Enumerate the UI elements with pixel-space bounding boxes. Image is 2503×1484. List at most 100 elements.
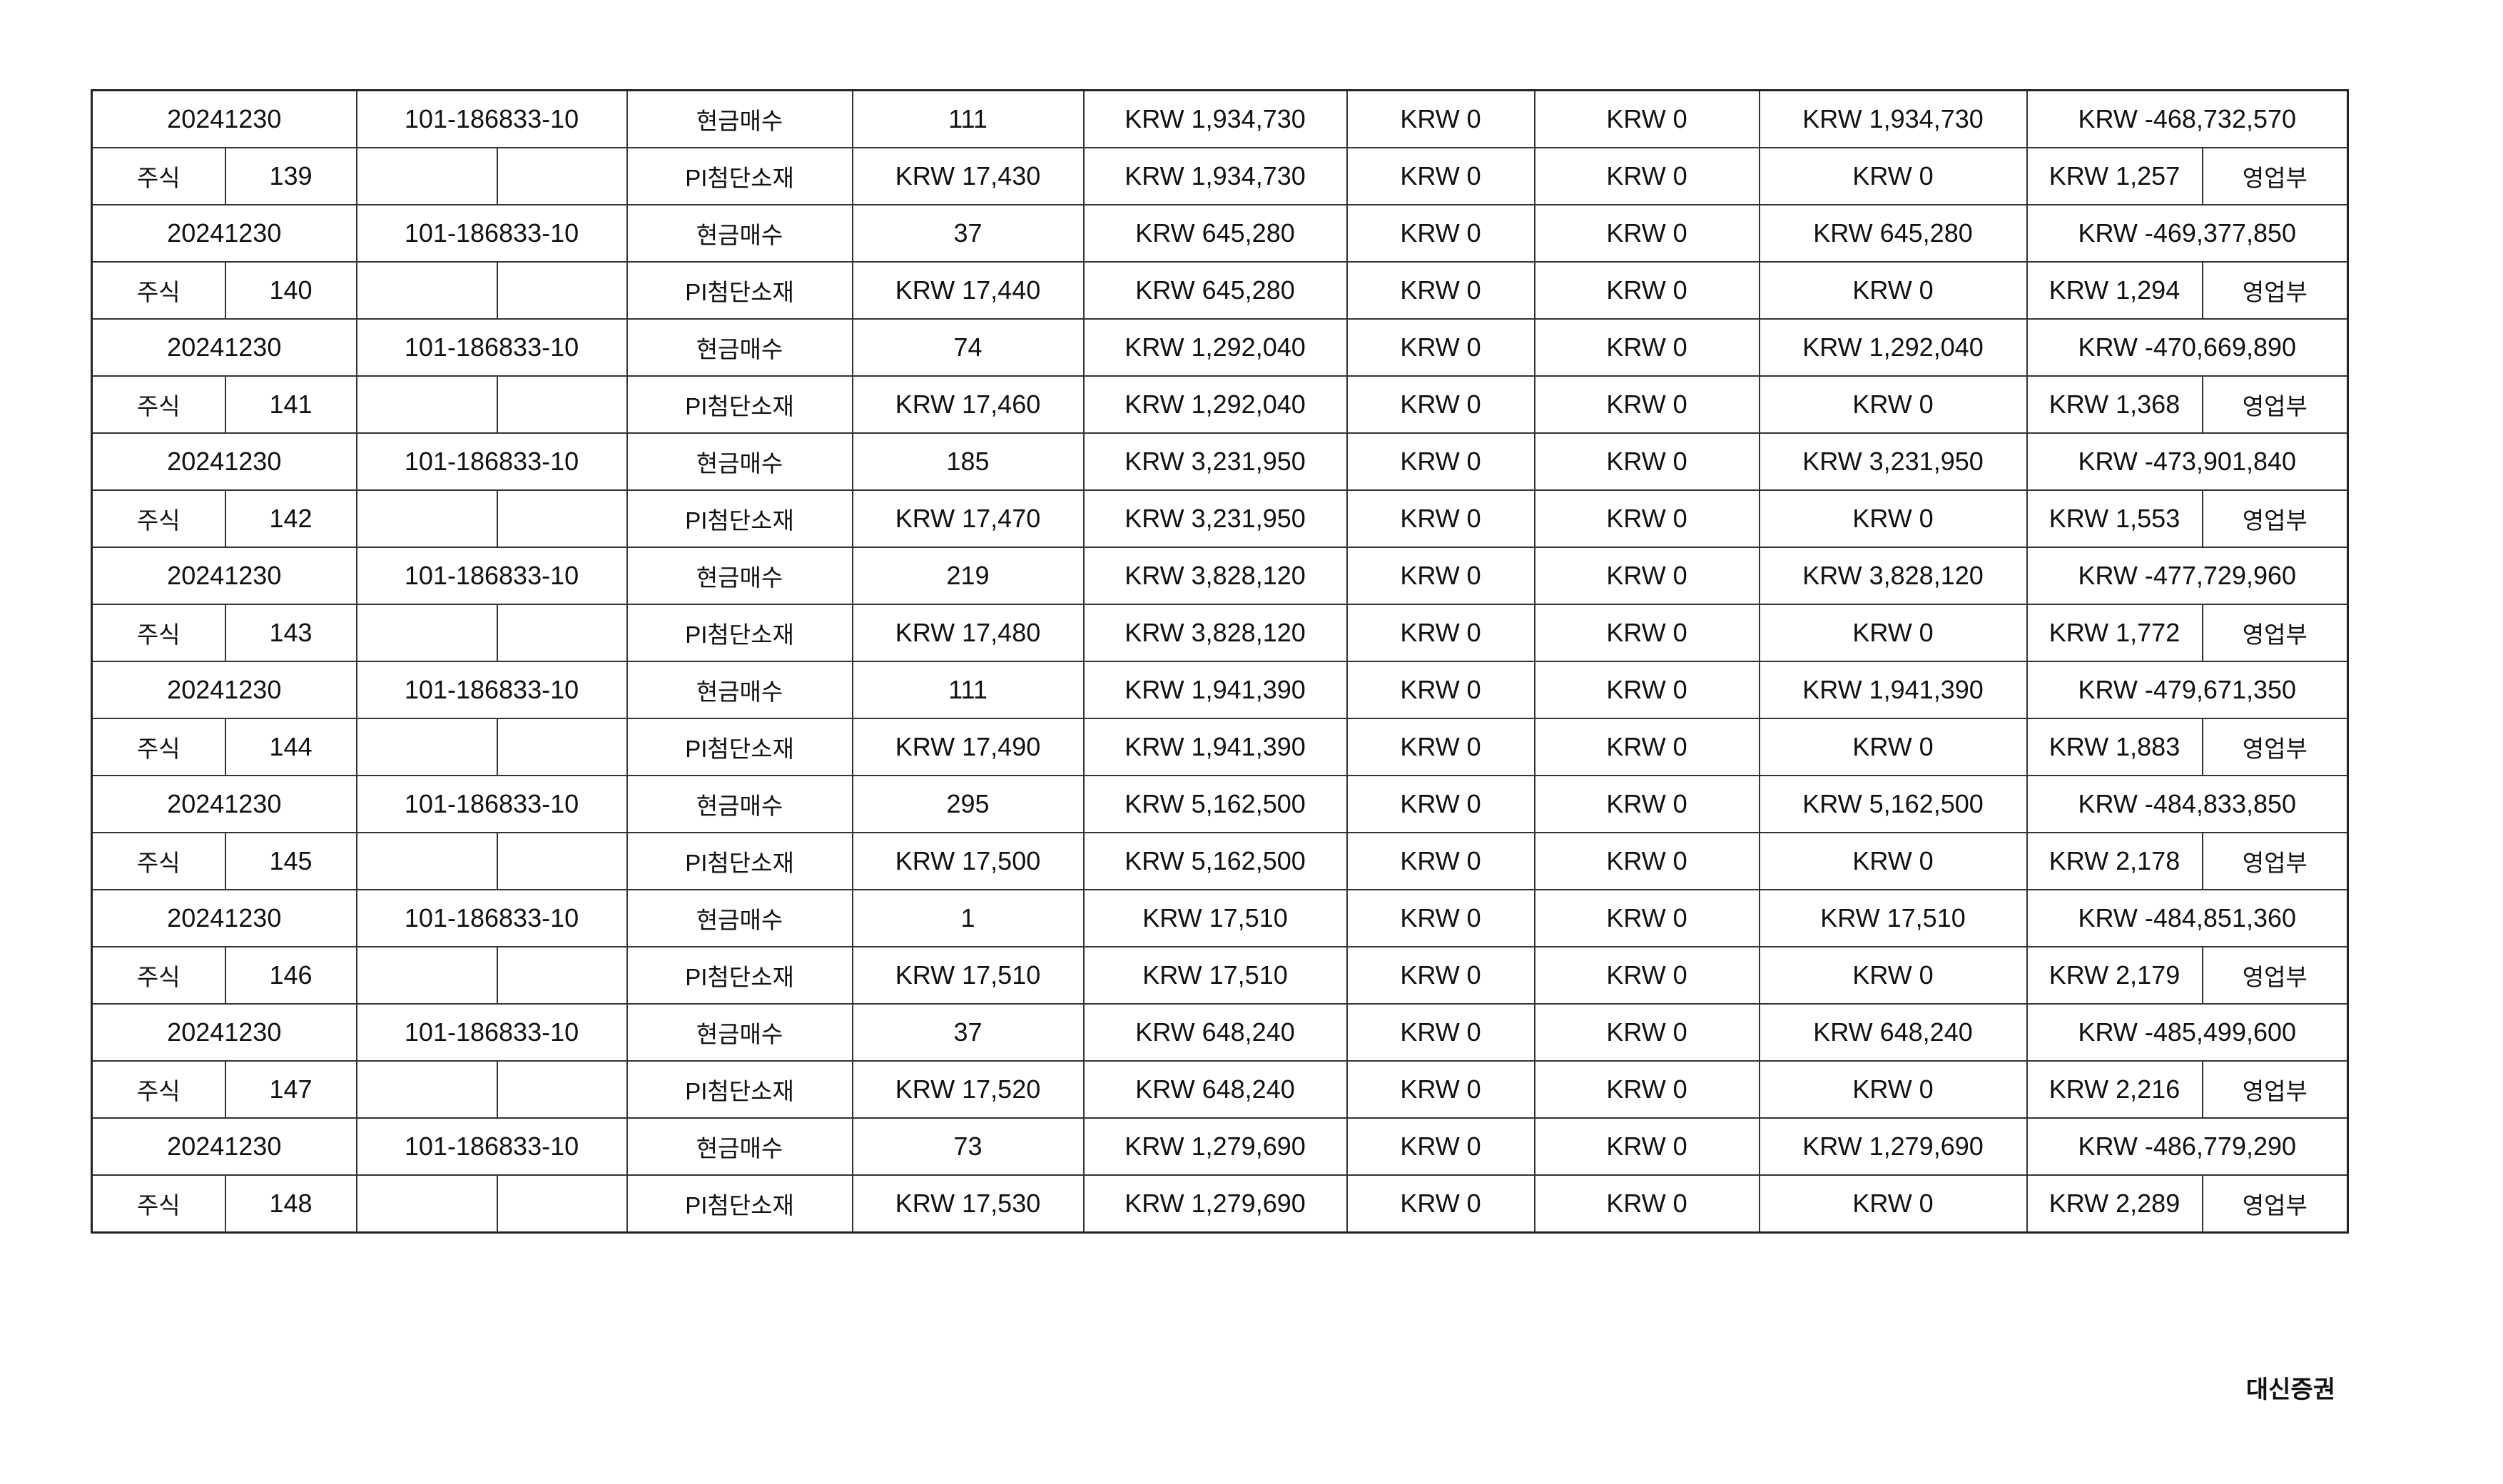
settlement-amount: KRW 1,292,040 bbox=[1758, 318, 2028, 377]
transaction-table: 20241230 101-186833-10 현금매수 111 KRW 1,934,73… bbox=[91, 89, 2350, 1234]
settlement-amount: KRW 648,240 bbox=[1758, 1003, 2028, 1062]
empty-cell bbox=[496, 1174, 628, 1234]
trade-amount: KRW 3,828,120 bbox=[1082, 604, 1348, 662]
empty-cell bbox=[355, 1060, 498, 1119]
amount-field: KRW 0 bbox=[1346, 1174, 1535, 1234]
quantity: 1 bbox=[851, 889, 1085, 947]
asset-category: 주식 bbox=[91, 147, 226, 205]
empty-cell bbox=[355, 261, 498, 320]
balance: KRW -468,732,570 bbox=[2026, 89, 2349, 148]
empty-cell bbox=[496, 1060, 628, 1119]
amount-field: KRW 0 bbox=[1758, 261, 2028, 320]
amount-field: KRW 0 bbox=[1758, 604, 2028, 662]
sequence-number: 141 bbox=[224, 375, 357, 434]
branch: 영업부 bbox=[2201, 147, 2349, 205]
balance: KRW -477,729,960 bbox=[2026, 547, 2349, 605]
amount-field: KRW 0 bbox=[1533, 489, 1760, 548]
sequence-number: 142 bbox=[224, 489, 357, 548]
asset-category: 주식 bbox=[91, 946, 226, 1005]
stock-name: PI첨단소재 bbox=[626, 489, 853, 548]
record-row-main: 20241230 101-186833-10 현금매수 37 KRW 645,280 KR… bbox=[91, 204, 2349, 263]
amount-field: KRW 0 bbox=[1346, 375, 1535, 434]
unit-price: KRW 17,440 bbox=[851, 261, 1085, 320]
branch: 영업부 bbox=[2201, 832, 2349, 890]
branch: 영업부 bbox=[2201, 261, 2349, 320]
trade-type: 현금매수 bbox=[626, 89, 853, 148]
sequence-number: 144 bbox=[224, 718, 357, 776]
branch: 영업부 bbox=[2201, 489, 2349, 548]
amount-field: KRW 0 bbox=[1758, 489, 2028, 548]
company-footer: 대신증권 bbox=[2245, 1376, 2335, 1403]
fee: KRW 1,257 bbox=[2026, 147, 2203, 205]
unit-price: KRW 17,530 bbox=[851, 1174, 1085, 1234]
empty-cell bbox=[496, 261, 628, 320]
balance: KRW -469,377,850 bbox=[2026, 204, 2349, 263]
amount-field: KRW 0 bbox=[1346, 718, 1535, 776]
sequence-number: 145 bbox=[224, 832, 357, 890]
amount-field: KRW 0 bbox=[1533, 432, 1760, 491]
trade-type: 현금매수 bbox=[626, 1003, 853, 1062]
amount-field: KRW 0 bbox=[1758, 718, 2028, 776]
balance: KRW -484,851,360 bbox=[2026, 889, 2349, 947]
trade-type: 현금매수 bbox=[626, 775, 853, 833]
amount-field: KRW 0 bbox=[1533, 775, 1760, 833]
amount-field: KRW 0 bbox=[1533, 718, 1760, 776]
account-number: 101-186833-10 bbox=[355, 318, 628, 377]
trade-amount: KRW 648,240 bbox=[1082, 1060, 1348, 1119]
trade-date: 20241230 bbox=[91, 775, 357, 833]
amount-field: KRW 0 bbox=[1346, 661, 1535, 719]
amount-field: KRW 0 bbox=[1346, 547, 1535, 605]
amount-field: KRW 0 bbox=[1533, 261, 1760, 320]
trade-type: 현금매수 bbox=[626, 204, 853, 263]
trade-date: 20241230 bbox=[91, 889, 357, 947]
asset-category: 주식 bbox=[91, 375, 226, 434]
empty-cell bbox=[496, 718, 628, 776]
balance: KRW -479,671,350 bbox=[2026, 661, 2349, 719]
stock-name: PI첨단소재 bbox=[626, 147, 853, 205]
account-number: 101-186833-10 bbox=[355, 1003, 628, 1062]
amount-field: KRW 0 bbox=[1533, 375, 1760, 434]
empty-cell bbox=[355, 718, 498, 776]
trade-amount: KRW 1,279,690 bbox=[1082, 1174, 1348, 1234]
sequence-number: 140 bbox=[224, 261, 357, 320]
amount-field: KRW 0 bbox=[1346, 1117, 1535, 1176]
record-row-detail: 주식 147 PI첨단소재 KRW 17,520 KRW 648,240 KRW 0 KRW… bbox=[91, 1060, 2349, 1119]
account-number: 101-186833-10 bbox=[355, 1117, 628, 1176]
trade-amount: KRW 645,280 bbox=[1082, 261, 1348, 320]
settlement-amount: KRW 1,279,690 bbox=[1758, 1117, 2028, 1176]
trade-type: 현금매수 bbox=[626, 1117, 853, 1176]
account-number: 101-186833-10 bbox=[355, 661, 628, 719]
branch: 영업부 bbox=[2201, 946, 2349, 1005]
trade-type: 현금매수 bbox=[626, 547, 853, 605]
balance: KRW -473,901,840 bbox=[2026, 432, 2349, 491]
unit-price: KRW 17,460 bbox=[851, 375, 1085, 434]
record-row-main: 20241230 101-186833-10 현금매수 37 KRW 648,240 KR… bbox=[91, 1003, 2349, 1062]
fee: KRW 1,883 bbox=[2026, 718, 2203, 776]
unit-price: KRW 17,430 bbox=[851, 147, 1085, 205]
unit-price: KRW 17,470 bbox=[851, 489, 1085, 548]
stock-name: PI첨단소재 bbox=[626, 832, 853, 890]
amount-field: KRW 0 bbox=[1758, 1174, 2028, 1234]
settlement-amount: KRW 5,162,500 bbox=[1758, 775, 2028, 833]
asset-category: 주식 bbox=[91, 604, 226, 662]
asset-category: 주식 bbox=[91, 261, 226, 320]
amount-field: KRW 0 bbox=[1346, 1003, 1535, 1062]
branch: 영업부 bbox=[2201, 604, 2349, 662]
fee: KRW 1,294 bbox=[2026, 261, 2203, 320]
branch: 영업부 bbox=[2201, 1174, 2349, 1234]
amount-field: KRW 0 bbox=[1346, 604, 1535, 662]
trade-date: 20241230 bbox=[91, 89, 357, 148]
empty-cell bbox=[496, 489, 628, 548]
empty-cell bbox=[355, 375, 498, 434]
asset-category: 주식 bbox=[91, 1060, 226, 1119]
quantity: 74 bbox=[851, 318, 1085, 377]
amount-field: KRW 0 bbox=[1346, 1060, 1535, 1119]
amount-field: KRW 0 bbox=[1533, 889, 1760, 947]
unit-price: KRW 17,480 bbox=[851, 604, 1085, 662]
record-row-main: 20241230 101-186833-10 현금매수 1 KRW 17,510 KRW … bbox=[91, 889, 2349, 947]
amount-field: KRW 0 bbox=[1533, 661, 1760, 719]
unit-price: KRW 17,520 bbox=[851, 1060, 1085, 1119]
